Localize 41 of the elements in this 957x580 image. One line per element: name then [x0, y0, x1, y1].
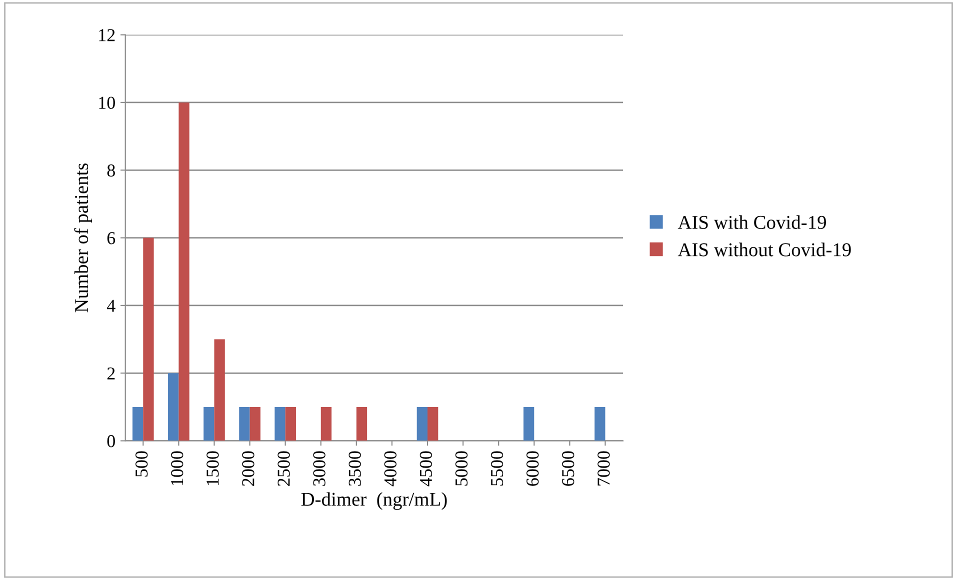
bar: [428, 406, 438, 441]
x-tick-label: 1500: [206, 451, 219, 486]
bar: [594, 406, 606, 441]
y-tick-label: 10: [99, 96, 115, 109]
x-tick-label: 7000: [598, 451, 610, 486]
y-tick-label: 2: [107, 367, 115, 380]
x-tick-label: 4000: [384, 451, 396, 486]
x-axis-title: D-dimer (ngr/mL): [301, 492, 447, 510]
x-tick-label: 2000: [242, 451, 254, 486]
x-tick-label: 1000: [171, 451, 184, 486]
bar: [356, 406, 368, 441]
x-tick-label: 3000: [313, 451, 326, 486]
bar: [285, 406, 296, 441]
x-tick-label: 6500: [562, 451, 574, 486]
x-tick-label: 2500: [278, 451, 290, 486]
y-tick-label: 6: [107, 232, 116, 244]
x-tick-label: 6000: [526, 451, 539, 486]
bar: [320, 406, 332, 441]
bar: [274, 406, 286, 441]
y-axis-title: Number of patients: [74, 163, 92, 312]
bar: [416, 406, 428, 441]
bar: [204, 406, 214, 441]
bar: [239, 406, 250, 441]
x-tick-label: 5500: [490, 451, 504, 486]
bar: [250, 406, 260, 441]
y-tick-label: 8: [107, 164, 115, 177]
legend-label: AIS without Covid-19: [678, 242, 851, 256]
y-tick-label: 4: [106, 300, 116, 312]
legend-label: AIS with Covid-19: [678, 215, 826, 229]
bar: [178, 102, 190, 441]
bar: [143, 238, 154, 441]
bar: [214, 339, 225, 441]
x-tick-label: 4500: [420, 451, 432, 486]
bar: [523, 406, 534, 441]
bar: [132, 406, 144, 441]
x-tick-label: 5000: [455, 451, 468, 486]
bar: [168, 373, 179, 441]
y-tick-label: 12: [99, 29, 115, 42]
x-tick-label: 500: [135, 451, 148, 477]
y-tick-label: 0: [107, 435, 115, 448]
x-tick-label: 3500: [348, 451, 361, 486]
